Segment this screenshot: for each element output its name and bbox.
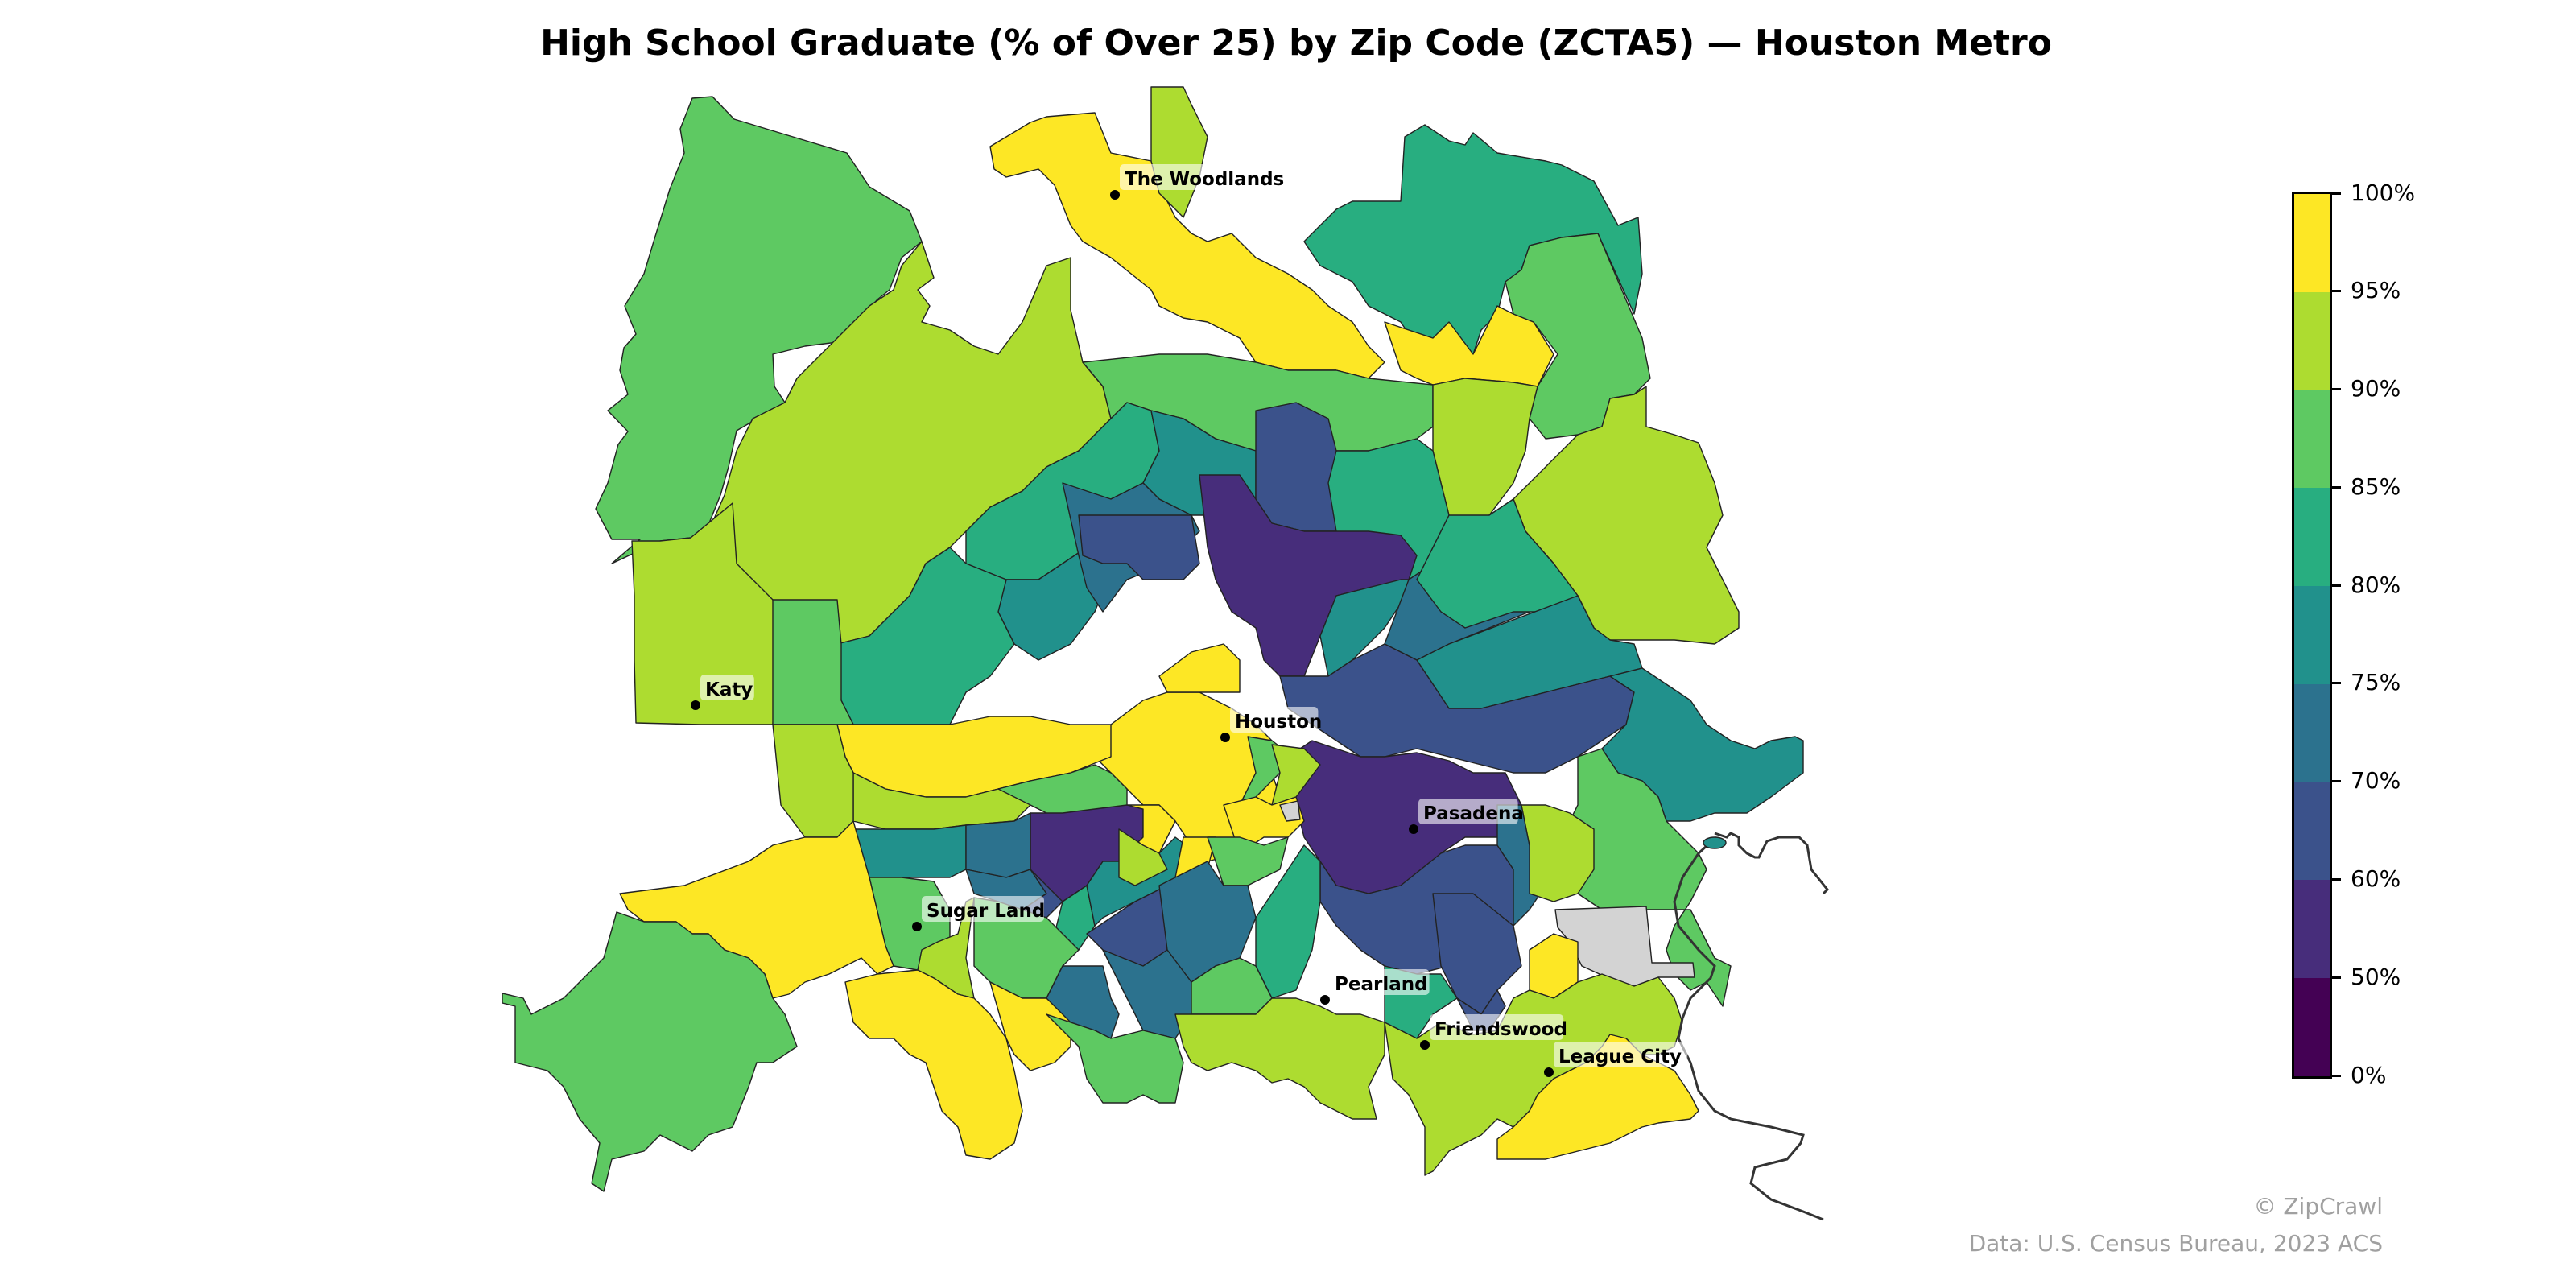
colorbar-tick bbox=[2330, 780, 2341, 783]
colorbar-tick-label: 70% bbox=[2351, 767, 2401, 795]
zip-region[interactable] bbox=[989, 981, 1071, 1071]
city-label-background bbox=[1430, 1014, 1564, 1040]
colorbar-tick bbox=[2330, 1074, 2341, 1077]
zip-region[interactable] bbox=[844, 969, 1023, 1160]
zip-region[interactable] bbox=[1078, 514, 1200, 580]
zip-region[interactable] bbox=[772, 599, 854, 725]
colorbar-tick bbox=[2330, 682, 2341, 685]
city-marker[interactable]: League City bbox=[1544, 1042, 1688, 1077]
chart-title: High School Graduate (% of Over 25) by Z… bbox=[540, 23, 2052, 64]
colorbar-bin bbox=[2294, 390, 2330, 489]
colorbar-bin bbox=[2294, 488, 2330, 587]
colorbar-tick-label: 85% bbox=[2351, 473, 2401, 500]
city-label: Friendswood bbox=[1435, 1019, 1567, 1040]
colorbar-tick bbox=[2330, 976, 2341, 979]
colorbar-bin bbox=[2294, 978, 2330, 1077]
colorbar-tick bbox=[2330, 290, 2341, 293]
colorbar-bin bbox=[2294, 291, 2330, 391]
zip-region[interactable] bbox=[1561, 748, 1732, 1007]
zip-region[interactable] bbox=[1255, 402, 1337, 532]
colorbar-tick-label: 90% bbox=[2351, 375, 2401, 402]
data-source-text: Data: U.S. Census Bureau, 2023 ACS bbox=[1968, 1230, 2383, 1257]
colorbar-tick-label: 50% bbox=[2351, 963, 2401, 990]
colorbar-tick-label: 75% bbox=[2351, 669, 2401, 696]
city-marker[interactable]: Houston bbox=[1220, 707, 1322, 742]
coastline bbox=[1714, 832, 1830, 895]
zip-region[interactable] bbox=[1158, 643, 1241, 693]
colorbar-tick-label: 0% bbox=[2351, 1061, 2387, 1088]
city-label-background bbox=[922, 896, 1044, 922]
zip-region-no-data[interactable] bbox=[1279, 800, 1301, 822]
city-label-background bbox=[1330, 969, 1430, 995]
zip-region[interactable] bbox=[502, 911, 798, 1192]
city-label-background bbox=[700, 675, 754, 700]
credit-text: © ZipCrawl bbox=[2253, 1193, 2383, 1220]
zip-region[interactable] bbox=[1384, 305, 1554, 387]
city-label-background bbox=[1230, 707, 1319, 733]
city-label-background bbox=[1418, 799, 1518, 824]
city-marker[interactable]: The Woodlands bbox=[1110, 164, 1284, 200]
zip-region[interactable] bbox=[1303, 124, 1643, 355]
zip-code-regions bbox=[502, 86, 1804, 1192]
zip-region[interactable] bbox=[1174, 997, 1385, 1120]
city-dot-icon bbox=[1320, 995, 1330, 1005]
zip-region[interactable] bbox=[1046, 1013, 1184, 1104]
city-dot-icon bbox=[1220, 733, 1230, 742]
city-dot-icon bbox=[691, 700, 700, 710]
coastline bbox=[1673, 836, 1824, 1221]
colorbar-tick-label: 100% bbox=[2351, 179, 2416, 206]
city-dot-icon bbox=[912, 922, 922, 931]
zip-region[interactable] bbox=[852, 824, 967, 878]
zip-region[interactable] bbox=[1505, 233, 1651, 440]
colorbar-bin bbox=[2294, 782, 2330, 881]
colorbar-tick bbox=[2330, 192, 2341, 195]
city-label: League City bbox=[1558, 1046, 1682, 1067]
city-label-background bbox=[1120, 164, 1277, 190]
city-dot-icon bbox=[1420, 1040, 1430, 1050]
colorbar bbox=[2292, 192, 2332, 1079]
city-marker[interactable]: Pearland bbox=[1320, 969, 1430, 1005]
colorbar-tick bbox=[2330, 388, 2341, 391]
city-label-background bbox=[1554, 1042, 1688, 1067]
zip-region[interactable] bbox=[1207, 836, 1289, 886]
city-marker[interactable]: Sugar Land bbox=[912, 896, 1045, 931]
colorbar-tick-label: 95% bbox=[2351, 277, 2401, 304]
colorbar-bin bbox=[2294, 683, 2330, 783]
colorbar-bin bbox=[2294, 586, 2330, 685]
city-marker[interactable]: Friendswood bbox=[1420, 1014, 1567, 1050]
zip-region[interactable] bbox=[772, 724, 854, 838]
city-label: Sugar Land bbox=[927, 901, 1045, 922]
city-label: Katy bbox=[705, 679, 753, 700]
city-marker[interactable]: Katy bbox=[691, 675, 754, 710]
city-dot-icon bbox=[1544, 1067, 1554, 1077]
city-marker[interactable]: Pasadena bbox=[1409, 799, 1524, 834]
city-dot-icon bbox=[1409, 824, 1418, 834]
zip-region[interactable] bbox=[1521, 804, 1595, 902]
zip-region[interactable] bbox=[1118, 828, 1168, 886]
city-dot-icon bbox=[1110, 190, 1120, 200]
colorbar-tick bbox=[2330, 584, 2341, 587]
city-markers: The Woodlands Katy Houston Pasadena Sugar La… bbox=[691, 164, 1688, 1077]
colorbar-tick bbox=[2330, 485, 2341, 489]
colorbar-tick bbox=[2330, 877, 2341, 881]
colorbar-bin bbox=[2294, 880, 2330, 979]
colorbar-tick-label: 60% bbox=[2351, 865, 2401, 892]
city-label: The Woodlands bbox=[1125, 169, 1284, 190]
city-label: Pasadena bbox=[1423, 803, 1524, 824]
colorbar-tick-label: 80% bbox=[2351, 571, 2401, 598]
colorbar-bin bbox=[2294, 194, 2330, 293]
city-label: Houston bbox=[1235, 712, 1322, 733]
city-label: Pearland bbox=[1335, 974, 1428, 995]
